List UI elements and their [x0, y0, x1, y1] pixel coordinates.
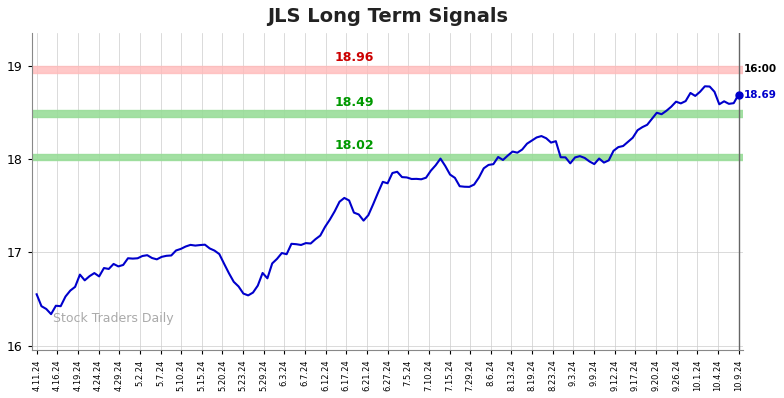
Text: 18.69: 18.69	[744, 90, 777, 100]
Title: JLS Long Term Signals: JLS Long Term Signals	[267, 7, 508, 26]
Bar	[32, 110, 743, 117]
Bar	[32, 154, 743, 160]
Text: 16:00: 16:00	[744, 64, 777, 74]
Text: 18.02: 18.02	[335, 139, 375, 152]
Bar	[32, 66, 743, 73]
Text: Stock Traders Daily: Stock Traders Daily	[53, 312, 174, 325]
Text: 18.49: 18.49	[335, 96, 375, 109]
Text: 18.96: 18.96	[335, 51, 374, 64]
